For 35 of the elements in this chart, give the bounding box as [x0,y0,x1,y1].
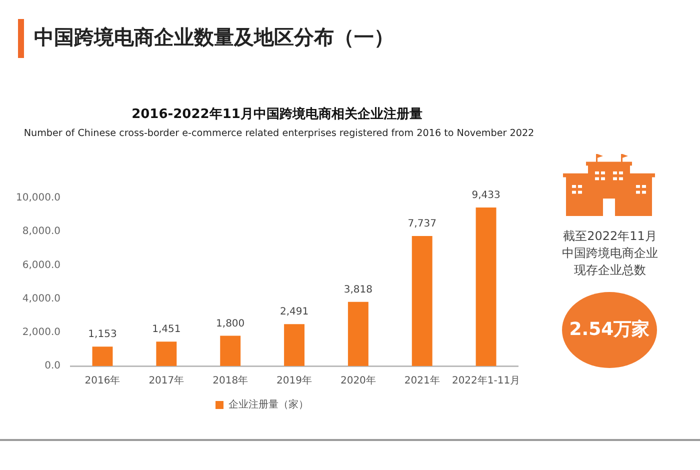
bar [348,302,368,366]
text: 截至2022年11月 [562,228,658,245]
bar [412,236,432,366]
x-tick-label: 2021年 [404,374,440,387]
bar [220,336,241,366]
data-label: 2,491 [280,306,309,318]
data-label: 3,818 [344,284,373,296]
legend-label: 企业注册量（家） [228,398,308,411]
text: Number of Chinese cross-border e-commerce related enterprises registered from 2016 to November 2022 [22,128,536,139]
y-tick-label: 2,000.0 [22,326,61,338]
x-tick-label: 2022年1-11月 [452,374,520,387]
x-tick-label: 2020年 [340,374,376,387]
bar [92,346,113,366]
bar [156,342,177,366]
y-tick-label: 8,000.0 [22,226,61,238]
y-tick-label: 10,000.0 [16,192,61,204]
bar [284,324,304,366]
x-tick-label: 2017年 [148,374,184,387]
text: 2.54万家 [568,318,651,342]
x-tick-label: 2019年 [276,374,312,387]
data-label: 7,737 [408,218,436,230]
chart-subtitle: 2016-2022年11月中国跨境电商相关企业注册量 [130,106,424,123]
y-tick-label: 0.0 [44,360,61,372]
data-label: 1,153 [88,329,117,340]
bar [476,208,496,366]
data-label: 1,451 [152,324,181,336]
text: 中国跨境电商企业 [561,245,659,262]
y-tick-label: 6,000.0 [22,260,61,271]
x-tick-label: 2018年 [212,374,248,387]
data-label: 9,433 [472,190,500,202]
data-label: 1,800 [216,318,245,330]
y-tick-label: 4,000.0 [22,293,61,304]
x-tick-label: 2016年 [84,374,120,387]
text: 现存企业总数 [573,262,647,279]
chart-title: 中国跨境电商企业数量及地区分布（一） [34,24,394,51]
